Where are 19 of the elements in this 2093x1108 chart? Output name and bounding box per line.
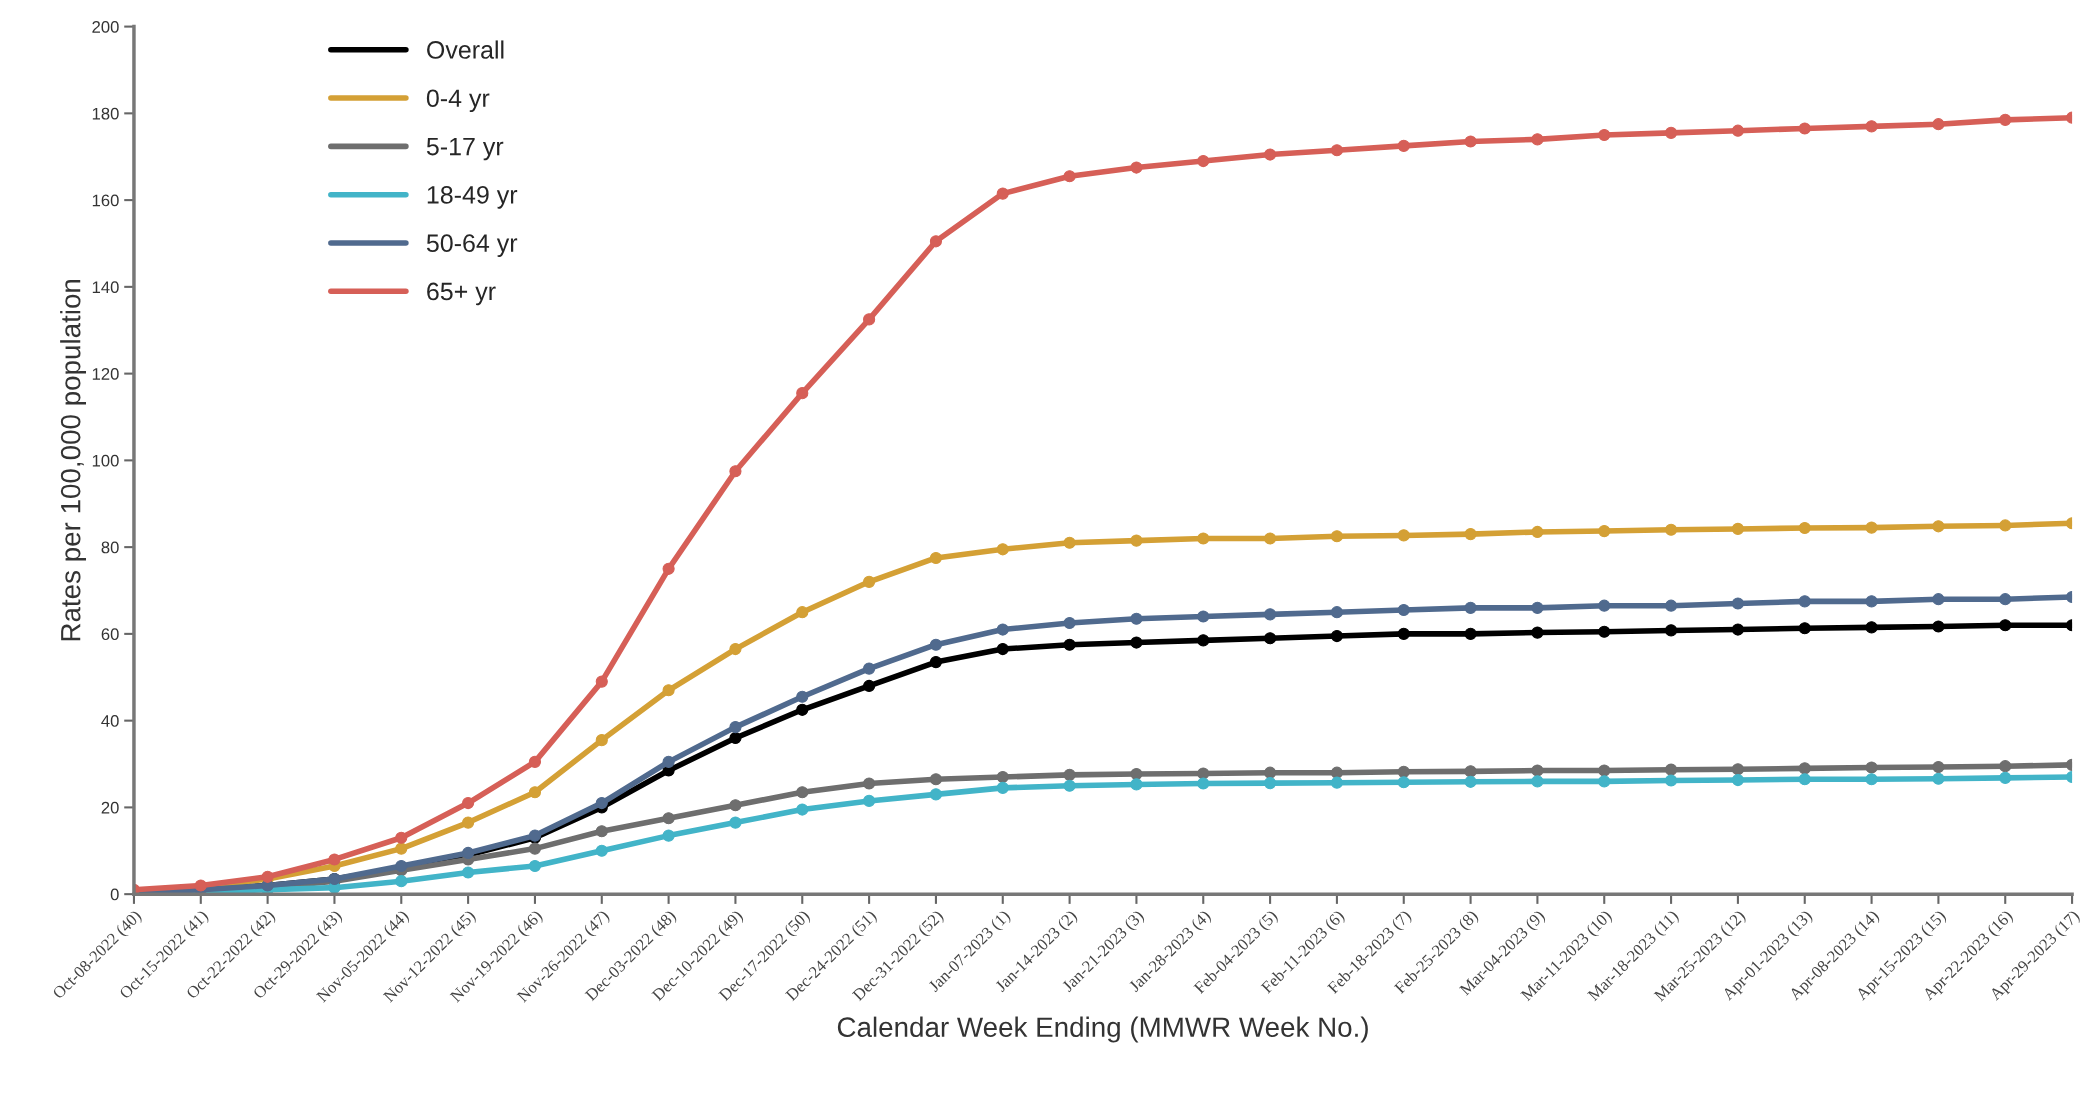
y-axis-title: Rates per 100,000 population <box>60 279 87 641</box>
legend-label: Overall <box>427 40 504 59</box>
y-tick-label: 200 <box>92 20 119 33</box>
y-tick-label: 160 <box>92 194 119 207</box>
x-axis-title: Calendar Week Ending (MMWR Week No.) <box>837 1016 1368 1043</box>
y-tick-label: 0 <box>110 888 119 901</box>
y-tick-label: 140 <box>92 281 119 294</box>
legend-label: 0-4 yr <box>426 89 490 113</box>
y-tick-label: 100 <box>92 454 119 467</box>
legend-label: 5-17 yr <box>426 137 504 161</box>
legend-label: 65+ yr <box>427 282 496 306</box>
y-tick-label: 40 <box>101 715 119 727</box>
y-tick-label: 20 <box>101 801 119 814</box>
y-tick-label: 180 <box>92 107 119 120</box>
y-tick-label: 60 <box>101 628 119 641</box>
legend-label: 50-64 yr <box>426 234 518 257</box>
y-tick-label: 120 <box>92 368 119 380</box>
y-tick-label: 80 <box>101 541 119 554</box>
legend-label: 18-49 yr <box>427 185 518 209</box>
